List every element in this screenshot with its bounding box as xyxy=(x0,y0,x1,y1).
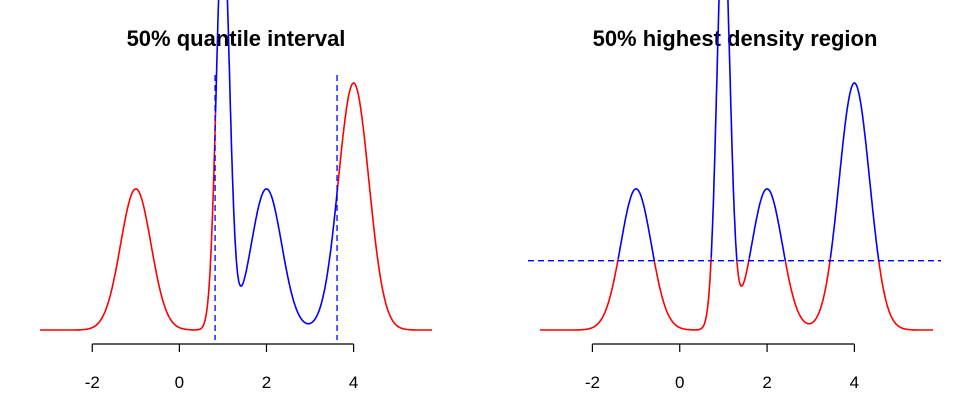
density-line-outside-segment xyxy=(336,82,432,331)
density-line-outside-segment xyxy=(653,257,712,331)
chart-panel-hdr: 50% highest density region -2 0 2 4 xyxy=(528,0,941,392)
x-tick-label: 2 xyxy=(262,373,271,392)
x-tick-label: 0 xyxy=(175,373,184,392)
density-line-inside-segment xyxy=(617,188,656,262)
x-tick-label: 0 xyxy=(675,373,684,392)
x-axis: -2 0 2 4 xyxy=(585,343,859,392)
density-line-inside-segment xyxy=(710,0,738,262)
x-tick-label: 2 xyxy=(762,373,771,392)
x-tick-label: 4 xyxy=(850,373,859,392)
density-line-inside-segment xyxy=(829,82,880,262)
x-tick-label: -2 xyxy=(585,373,600,392)
density-line-outside-segment xyxy=(878,261,933,331)
density-line-outside-segment xyxy=(784,257,832,325)
chart-title: 50% highest density region xyxy=(593,26,878,51)
x-tick-label: -2 xyxy=(85,373,100,392)
chart-title: 50% quantile interval xyxy=(127,26,346,51)
x-axis: -2 0 2 4 xyxy=(85,343,358,392)
density-line-outside-segment xyxy=(40,112,217,331)
density-line-inside-segment xyxy=(214,0,339,325)
density-marks xyxy=(40,0,432,340)
x-tick-label: 4 xyxy=(349,373,358,392)
chart-panel-quantile: 50% quantile interval -2 0 2 4 xyxy=(40,0,432,392)
density-marks xyxy=(528,0,941,331)
density-line-outside-segment xyxy=(736,258,750,287)
density-line-inside-segment xyxy=(748,188,787,262)
density-line-outside-segment xyxy=(540,258,619,331)
